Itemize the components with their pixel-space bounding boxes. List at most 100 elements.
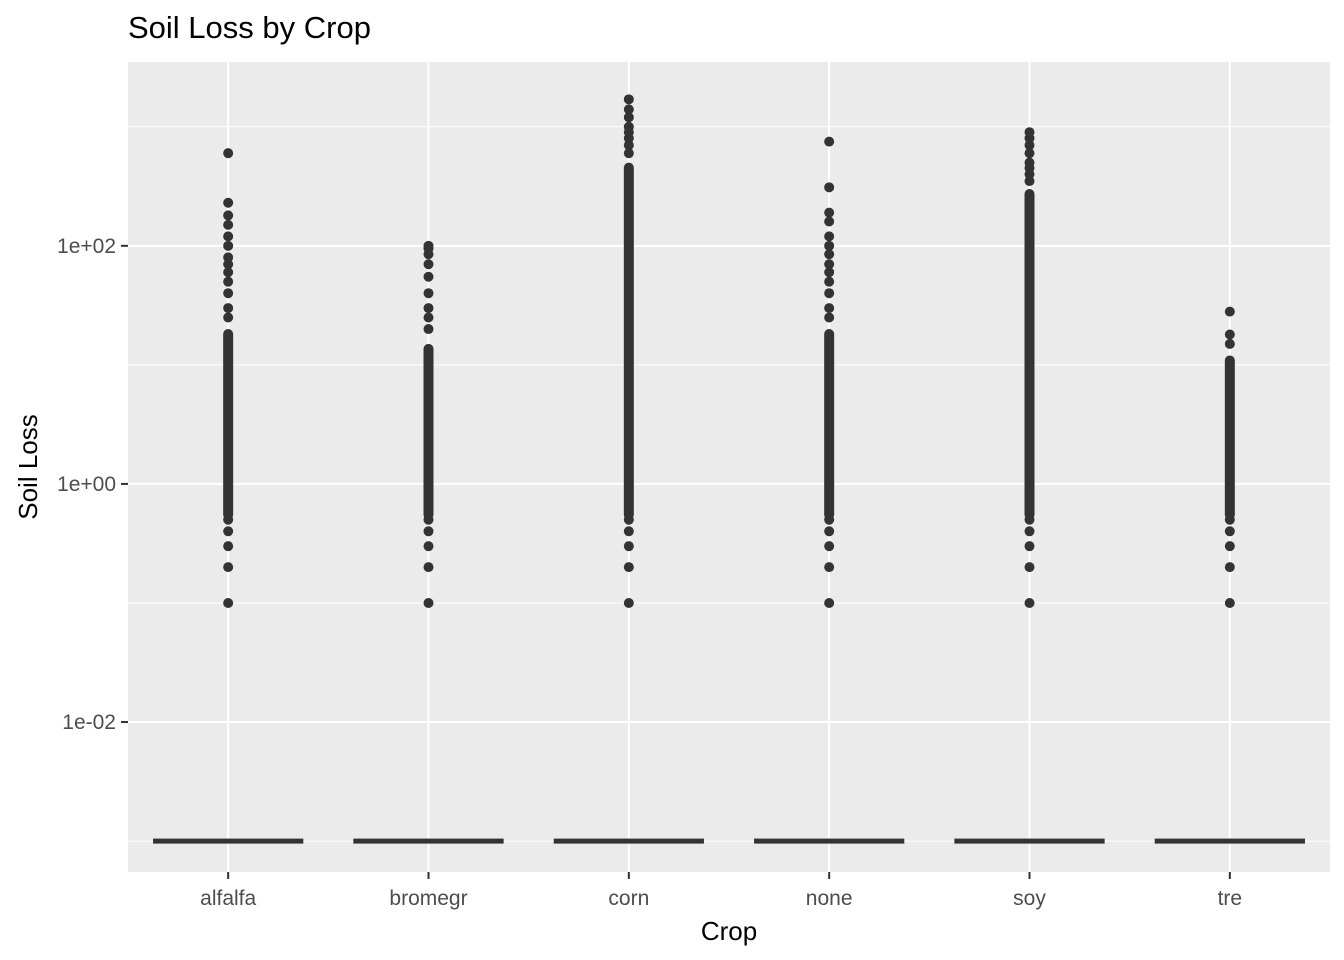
outlier-column-tre xyxy=(1224,355,1235,520)
outlier-point xyxy=(223,514,234,525)
outlier-point xyxy=(1024,526,1035,537)
outlier-point xyxy=(1024,514,1035,525)
axes: 1e-02 1e+00 1e+02 alfalfa bromegr corn none soy… xyxy=(57,235,1242,910)
y-tick-label: 1e+02 xyxy=(57,235,116,258)
outlier-point xyxy=(223,312,234,323)
outlier-point xyxy=(824,303,835,314)
outlier-point xyxy=(1224,526,1235,537)
outlier-point xyxy=(223,197,234,208)
box-none xyxy=(754,838,905,844)
outlier-point xyxy=(824,259,835,270)
outlier-point xyxy=(623,148,634,159)
outlier-point xyxy=(423,288,434,299)
outlier-point xyxy=(423,312,434,323)
outlier-point xyxy=(1024,562,1035,573)
outlier-point xyxy=(1224,329,1235,340)
outlier-column-corn xyxy=(623,162,634,520)
outlier-column-soy xyxy=(1024,189,1035,520)
x-tick-label: corn xyxy=(608,887,649,910)
outlier-point xyxy=(423,259,434,270)
outlier-point xyxy=(1224,597,1235,608)
outlier-column-bromegr xyxy=(423,343,434,520)
outlier-point xyxy=(223,288,234,299)
x-tick-label: none xyxy=(806,887,853,910)
outlier-point xyxy=(1024,140,1035,151)
outlier-column-alfalfa xyxy=(223,329,234,520)
outlier-point xyxy=(1024,541,1035,552)
box-corn xyxy=(553,838,704,844)
outlier-point xyxy=(423,526,434,537)
outlier-point xyxy=(623,140,634,151)
x-tick-label: bromegr xyxy=(389,887,467,910)
box-bromegr xyxy=(353,838,504,844)
outlier-point xyxy=(623,541,634,552)
outlier-point xyxy=(1224,541,1235,552)
outlier-point xyxy=(1224,514,1235,525)
outlier-point xyxy=(423,514,434,525)
outlier-point xyxy=(423,597,434,608)
outlier-column-none xyxy=(824,329,835,520)
outlier-point xyxy=(423,562,434,573)
box-tre xyxy=(1154,838,1305,844)
outlier-point xyxy=(623,526,634,537)
x-axis-title: Crop xyxy=(701,916,757,946)
outlier-point xyxy=(1224,338,1235,349)
outlier-point xyxy=(623,94,634,105)
outlier-point xyxy=(824,216,835,227)
outlier-point xyxy=(223,240,234,251)
outlier-point xyxy=(223,597,234,608)
y-tick-label: 1e+00 xyxy=(57,473,116,496)
outlier-point xyxy=(223,303,234,314)
outlier-point xyxy=(1024,176,1035,187)
x-tick-label: tre xyxy=(1218,887,1243,910)
outlier-point xyxy=(824,267,835,278)
outlier-point xyxy=(223,541,234,552)
outlier-point xyxy=(824,136,835,147)
outlier-point xyxy=(223,219,234,230)
outlier-point xyxy=(223,526,234,537)
outlier-point xyxy=(423,541,434,552)
outlier-point xyxy=(824,526,835,537)
outlier-point xyxy=(223,276,234,287)
outlier-point xyxy=(623,514,634,525)
outlier-point xyxy=(423,271,434,282)
x-tick-label: alfalfa xyxy=(200,887,256,910)
chart-title: Soil Loss by Crop xyxy=(128,10,371,45)
outlier-point xyxy=(824,240,835,251)
outlier-point xyxy=(1224,562,1235,573)
outlier-point xyxy=(223,231,234,242)
outlier-point xyxy=(824,207,835,218)
outlier-point xyxy=(623,121,634,132)
outlier-points xyxy=(223,94,1235,608)
outlier-point xyxy=(824,276,835,287)
outlier-point xyxy=(223,252,234,263)
outlier-point xyxy=(1024,148,1035,159)
outlier-point xyxy=(824,514,835,525)
outlier-point xyxy=(1024,127,1035,138)
outlier-point xyxy=(824,562,835,573)
outlier-point xyxy=(623,112,634,123)
outlier-point xyxy=(824,541,835,552)
outlier-point xyxy=(423,303,434,314)
outlier-point xyxy=(223,259,234,270)
outlier-point xyxy=(623,104,634,115)
outlier-point xyxy=(824,182,835,193)
outlier-point xyxy=(1224,306,1235,317)
outlier-point xyxy=(223,148,234,159)
y-tick-label: 1e-02 xyxy=(62,711,116,734)
plot-panel xyxy=(128,62,1330,872)
outlier-point xyxy=(824,249,835,260)
outlier-point xyxy=(824,597,835,608)
x-tick-label: soy xyxy=(1013,887,1046,910)
box-alfalfa xyxy=(153,838,304,844)
outlier-point xyxy=(623,562,634,573)
outlier-point xyxy=(824,231,835,242)
box-soy xyxy=(954,838,1105,844)
outlier-point xyxy=(223,210,234,221)
y-axis-title: Soil Loss xyxy=(13,414,43,520)
outlier-point xyxy=(223,267,234,278)
boxes xyxy=(153,838,1305,844)
outlier-point xyxy=(1024,157,1035,168)
outlier-point xyxy=(824,312,835,323)
